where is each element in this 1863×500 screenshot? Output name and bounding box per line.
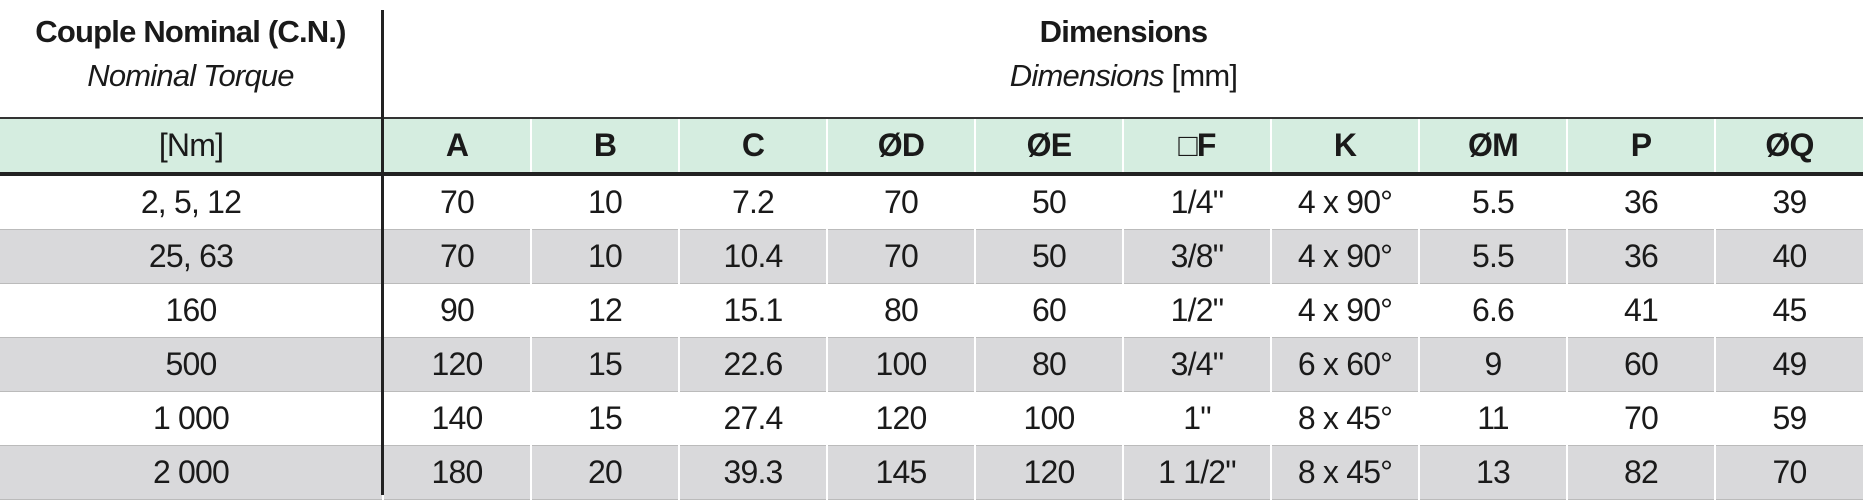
table-cell: 60: [974, 283, 1123, 338]
table-cell: 45: [1714, 283, 1863, 338]
header-subtitle: Dimensions [mm]: [384, 58, 1863, 94]
table-cell: 180: [382, 445, 531, 500]
table-cell: 1 1/2": [1122, 445, 1271, 500]
table-cell: 145: [826, 445, 975, 500]
table-cell: 1 000: [0, 391, 383, 446]
table-row: 500 120 15 22.6 100 80 3/4" 6 x 60° 9 60 49: [0, 337, 1863, 392]
table-cell: 8 x 45°: [1270, 391, 1419, 446]
table-cell: 160: [0, 283, 383, 338]
table-cell: 4 x 90°: [1270, 283, 1419, 338]
table-cell: 50: [974, 229, 1123, 284]
table-cell: 7.2: [678, 174, 827, 230]
table-cell: 4 x 90°: [1270, 229, 1419, 284]
table-row: 2 000 180 20 39.3 145 120 1 1/2" 8 x 45° 13 82 70: [0, 445, 1863, 500]
table-cell: 2, 5, 12: [0, 174, 383, 230]
subtitle-unit: [mm]: [1171, 58, 1238, 93]
table-cell: 120: [382, 337, 531, 392]
table-cell: 70: [382, 229, 531, 284]
table-cell: 3/4": [1122, 337, 1271, 392]
left-header: Couple Nominal (C.N.) Nominal Torque: [0, 0, 381, 117]
table-cell: 22.6: [678, 337, 827, 392]
header-subtitle: Nominal Torque: [87, 58, 294, 93]
table-cell: 80: [826, 283, 975, 338]
right-header: Dimensions Dimensions [mm]: [384, 0, 1863, 117]
column-header: ØE: [974, 117, 1123, 176]
header-title: Dimensions: [1039, 14, 1209, 49]
column-header: K: [1270, 117, 1419, 176]
column-header: B: [530, 117, 679, 176]
table-cell: 41: [1566, 283, 1715, 338]
table-cell: 10.4: [678, 229, 827, 284]
table-cell: 100: [826, 337, 975, 392]
column-header: [Nm]: [0, 117, 383, 176]
table-cell: 3/8": [1122, 229, 1271, 284]
table-row: 160 90 12 15.1 80 60 1/2" 4 x 90° 6.6 41 45: [0, 283, 1863, 338]
table-cell: 20: [530, 445, 679, 500]
table-cell: 70: [1714, 445, 1863, 500]
table-cell: 49: [1714, 337, 1863, 392]
column-header: A: [382, 117, 531, 176]
table-cell: 12: [530, 283, 679, 338]
table-cell: 36: [1566, 174, 1715, 230]
column-header: P: [1566, 117, 1715, 176]
table-cell: 120: [826, 391, 975, 446]
column-header: ØM: [1418, 117, 1567, 176]
table-cell: 90: [382, 283, 531, 338]
table-cell: 80: [974, 337, 1123, 392]
table-cell: 15.1: [678, 283, 827, 338]
table-row: 2, 5, 12 70 10 7.2 70 50 1/4" 4 x 90° 5.5 36 39: [0, 174, 1863, 230]
table-cell: 6 x 60°: [1270, 337, 1419, 392]
column-header: ØD: [826, 117, 975, 176]
table-cell: 70: [382, 174, 531, 230]
table-cell: 15: [530, 391, 679, 446]
table-cell: 50: [974, 174, 1123, 230]
table-cell: 13: [1418, 445, 1567, 500]
subtitle-italic: Dimensions: [1009, 58, 1165, 93]
table-cell: 11: [1418, 391, 1567, 446]
table-cell: 25, 63: [0, 229, 383, 284]
table-cell: 70: [1566, 391, 1715, 446]
header-title: Couple Nominal (C.N.): [35, 14, 346, 49]
table-cell: 10: [530, 229, 679, 284]
table: [Nm] A B C ØD ØE □F K ØM P ØQ 2, 5, 12 70 10 7.2 70 50 1…: [0, 117, 1863, 500]
table-cell: 1": [1122, 391, 1271, 446]
table-cell: 1/2": [1122, 283, 1271, 338]
table-cell: 120: [974, 445, 1123, 500]
table-cell: 70: [826, 229, 975, 284]
table-cell: 5.5: [1418, 229, 1567, 284]
table-cell: 100: [974, 391, 1123, 446]
table-cell: 5.5: [1418, 174, 1567, 230]
table-cell: 82: [1566, 445, 1715, 500]
column-header: □F: [1122, 117, 1271, 176]
table-cell: 59: [1714, 391, 1863, 446]
table-cell: 140: [382, 391, 531, 446]
table-cell: 9: [1418, 337, 1567, 392]
table-row: 1 000 140 15 27.4 120 100 1" 8 x 45° 11 70 59: [0, 391, 1863, 446]
table-cell: 500: [0, 337, 383, 392]
divider: [381, 10, 384, 495]
table-cell: 36: [1566, 229, 1715, 284]
column-header: ØQ: [1714, 117, 1863, 176]
table-cell: 1/4": [1122, 174, 1271, 230]
column-header-row: [Nm] A B C ØD ØE □F K ØM P ØQ: [0, 117, 1863, 176]
table-cell: 2 000: [0, 445, 383, 500]
table-cell: 40: [1714, 229, 1863, 284]
table-cell: 4 x 90°: [1270, 174, 1419, 230]
table-cell: 10: [530, 174, 679, 230]
table-cell: 6.6: [1418, 283, 1567, 338]
table-cell: 15: [530, 337, 679, 392]
table-cell: 27.4: [678, 391, 827, 446]
table-cell: 39.3: [678, 445, 827, 500]
table-cell: 70: [826, 174, 975, 230]
table-cell: 8 x 45°: [1270, 445, 1419, 500]
column-header: C: [678, 117, 827, 176]
table-row: 25, 63 70 10 10.4 70 50 3/8" 4 x 90° 5.5 36 40: [0, 229, 1863, 284]
table-cell: 39: [1714, 174, 1863, 230]
table-cell: 60: [1566, 337, 1715, 392]
